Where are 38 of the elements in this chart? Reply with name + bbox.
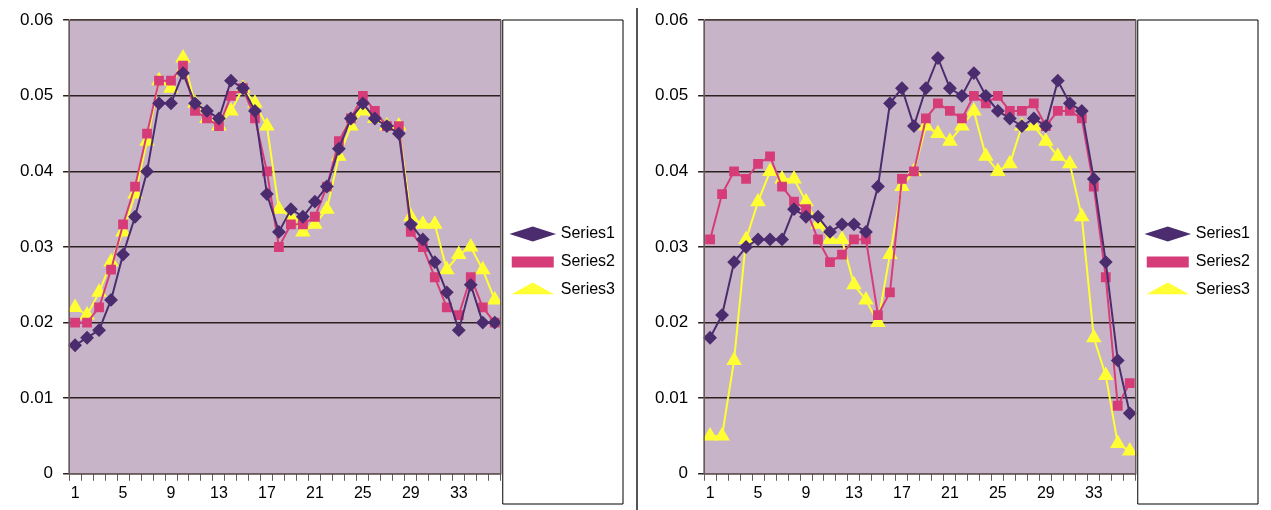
x-tick-label: 29 [401, 483, 420, 501]
x-tick-label: 17 [258, 483, 276, 501]
y-tick-label: 0 [43, 463, 54, 483]
x-tick-label: 5 [753, 483, 763, 501]
legend-label: Series2 [1195, 252, 1251, 270]
x-tick-label: 9 [801, 483, 811, 501]
y-tick-label: 0.05 [19, 85, 54, 105]
legend-label: Series1 [560, 224, 616, 242]
x-tick-label: 1 [70, 483, 80, 501]
y-tick-label: 0.05 [654, 85, 689, 105]
legend-label: Series3 [560, 280, 616, 298]
x-tick-label: 17 [893, 483, 911, 501]
x-tick-label: 29 [1036, 483, 1055, 501]
legend-label: Series3 [1195, 280, 1251, 298]
x-tick-label: 13 [845, 483, 863, 501]
legend-label: Series2 [560, 252, 616, 270]
y-tick-label: 0.06 [19, 9, 54, 29]
x-tick-label: 13 [210, 483, 228, 501]
y-tick-label: 0.02 [19, 312, 54, 332]
x-tick-label: 21 [941, 483, 959, 501]
y-tick-label: 0.04 [19, 161, 54, 181]
x-tick-label: 33 [449, 483, 468, 501]
y-tick-label: 0.03 [19, 236, 54, 256]
x-tick-label: 5 [118, 483, 128, 501]
legend-label: Series1 [1195, 224, 1251, 242]
y-tick-label: 0.01 [19, 387, 54, 407]
y-tick-label: 0.06 [654, 9, 689, 29]
y-tick-label: 0.02 [654, 312, 689, 332]
x-tick-label: 1 [705, 483, 715, 501]
y-tick-label: 0.03 [654, 236, 689, 256]
x-tick-label: 33 [1084, 483, 1103, 501]
y-tick-label: 0.01 [654, 387, 689, 407]
x-tick-label: 9 [166, 483, 176, 501]
x-tick-label: 25 [988, 483, 1007, 501]
x-tick-label: 25 [353, 483, 372, 501]
y-tick-label: 0.04 [654, 161, 689, 181]
x-tick-label: 21 [306, 483, 324, 501]
y-tick-label: 0 [678, 463, 689, 483]
